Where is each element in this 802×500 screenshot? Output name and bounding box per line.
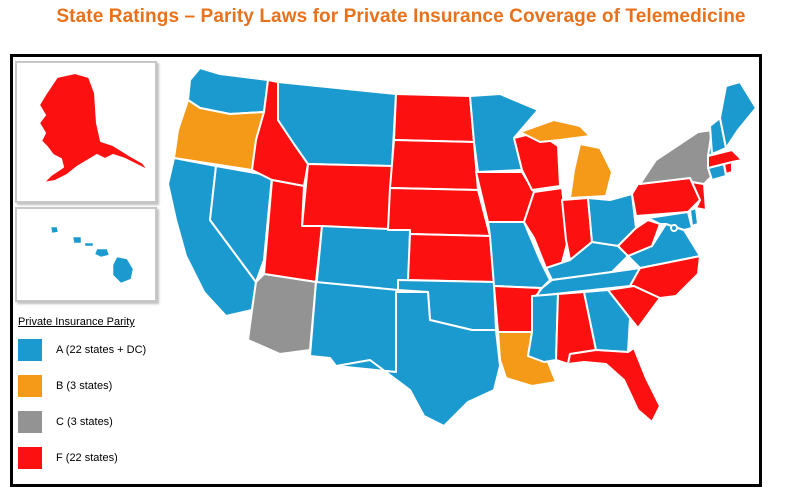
legend-label-c: C (3 states) (56, 416, 113, 428)
state-ga[interactable] (583, 289, 631, 353)
legend: Private Insurance Parity A (22 states + … (16, 316, 176, 482)
state-mi[interactable] (569, 143, 613, 199)
state-de[interactable] (689, 207, 699, 227)
hawaii-inset (15, 207, 157, 302)
legend-title: Private Insurance Parity (18, 316, 135, 328)
legend-swatch-b (18, 375, 42, 397)
state-me[interactable] (719, 81, 757, 149)
state-ms[interactable] (527, 293, 559, 363)
legend-item-f: F (22 states) (16, 446, 176, 470)
legend-swatch-a (18, 339, 42, 361)
legend-item-c: C (3 states) (16, 410, 176, 434)
legend-label-a: A (22 states + DC) (56, 344, 147, 356)
state-md[interactable] (647, 211, 693, 231)
state-hi-maui[interactable] (94, 248, 110, 258)
legend-label-f: F (22 states) (56, 452, 118, 464)
state-wy[interactable] (301, 163, 393, 231)
state-hi-molokai[interactable] (84, 242, 94, 247)
legend-item-a: A (22 states + DC) (16, 338, 176, 362)
legend-item-b: B (3 states) (16, 374, 176, 398)
state-ks[interactable] (407, 233, 495, 283)
legend-swatch-f (18, 447, 42, 469)
state-az[interactable] (247, 273, 317, 355)
legend-swatch-c (18, 411, 42, 433)
state-sd[interactable] (389, 139, 479, 191)
state-hi-kauai[interactable] (50, 226, 59, 234)
state-nd[interactable] (393, 93, 475, 143)
state-hi-main[interactable] (112, 256, 134, 284)
state-ny[interactable] (639, 129, 717, 185)
us-map (167, 67, 757, 427)
state-hi-oahu[interactable] (72, 236, 82, 244)
map-title: State Ratings – Parity Laws for Private … (56, 6, 746, 27)
state-ne[interactable] (387, 187, 491, 237)
state-ak[interactable] (38, 72, 150, 184)
state-mi-upper[interactable] (519, 119, 591, 143)
legend-label-b: B (3 states) (56, 380, 113, 392)
state-dc[interactable] (670, 224, 678, 232)
alaska-inset (15, 61, 157, 203)
state-fl[interactable] (567, 347, 661, 423)
state-ma[interactable] (707, 149, 743, 169)
state-nm[interactable] (309, 281, 399, 373)
state-tx[interactable] (335, 291, 501, 427)
